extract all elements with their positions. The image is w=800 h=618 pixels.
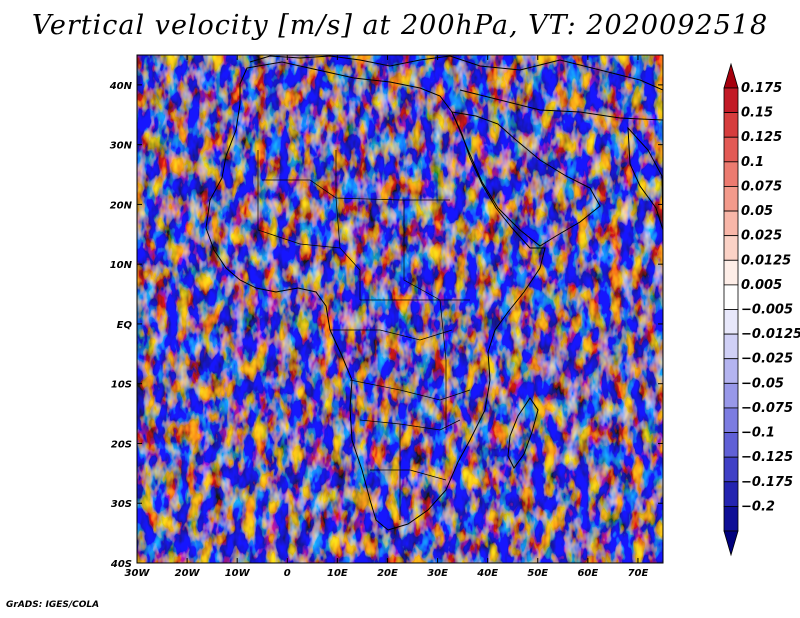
colorbar-box xyxy=(723,456,739,483)
colorbar-box xyxy=(723,432,739,458)
colorbar-box xyxy=(723,136,739,163)
colorbar-label: 0.0125 xyxy=(741,253,791,268)
colorbar-label: 0.1 xyxy=(741,155,764,170)
y-axis: 40N 30N 20N 10N EQ 10S 20S 30S 40S xyxy=(109,81,663,570)
colorbar-box xyxy=(723,186,739,212)
y-tick-label: 20S xyxy=(111,439,132,450)
x-tick-label: 30W xyxy=(125,568,151,579)
colorbar-label: 0.005 xyxy=(741,278,782,293)
x-tick-label: 30E xyxy=(427,568,448,579)
plot-frame xyxy=(136,54,664,564)
x-axis: 30W 20W 10W 0 10E 20E 30E 40E 50E 60E 70E xyxy=(125,55,649,579)
colorbar-label: −0.0125 xyxy=(741,327,800,342)
colorbar-label: −0.075 xyxy=(741,401,793,416)
x-tick-label: 50E xyxy=(527,568,548,579)
x-tick-label: 0 xyxy=(284,568,291,579)
colorbar-label: 0.05 xyxy=(741,204,773,219)
colorbar-label: 0.15 xyxy=(741,106,773,121)
colorbar-box xyxy=(723,87,739,114)
colorbar-box xyxy=(723,481,739,507)
arabia-coastline xyxy=(451,111,601,247)
coastlines xyxy=(205,55,663,531)
india-coastline xyxy=(627,126,663,231)
country-borders xyxy=(257,150,471,520)
credit-text: GrADS: IGES/COLA xyxy=(6,600,100,610)
colorbar-label: −0.175 xyxy=(741,475,793,490)
colorbar-box xyxy=(723,112,739,138)
y-tick-label: 30N xyxy=(110,141,133,152)
europe-coastline xyxy=(249,55,663,91)
colorbar-label: −0.125 xyxy=(741,450,793,465)
madagascar-coastline xyxy=(507,397,539,469)
colorbar-label: 0.175 xyxy=(741,81,782,96)
colorbar-label: 0.075 xyxy=(741,179,782,194)
colorbar-box xyxy=(723,210,739,237)
colorbar-box xyxy=(723,333,739,360)
colorbar-box xyxy=(723,407,739,433)
colorbar-box xyxy=(723,505,739,532)
y-tick-label: 40S xyxy=(110,559,132,570)
colorbar-label: −0.05 xyxy=(741,376,784,391)
colorbar-top-arrow xyxy=(723,62,739,89)
colorbar-label: 0.025 xyxy=(741,229,782,244)
x-tick-label: 10E xyxy=(327,568,348,579)
colorbar-bottom-arrow xyxy=(723,530,739,557)
colorbar: 0.175 0.15 0.125 0.1 0.075 0.05 0.025 0.0125 0.0… xyxy=(723,62,800,557)
x-tick-label: 10W xyxy=(225,568,251,579)
y-tick-label: 40N xyxy=(109,81,133,92)
colorbar-label: −0.025 xyxy=(741,352,793,367)
colorbar-label: −0.2 xyxy=(741,499,775,514)
colorbar-label: −0.005 xyxy=(741,303,793,318)
y-tick-label: 20N xyxy=(110,200,133,211)
colorbar-box xyxy=(723,284,739,310)
x-tick-label: 20E xyxy=(377,568,398,579)
colorbar-box xyxy=(723,382,739,409)
colorbar-box xyxy=(723,309,739,335)
colorbar-box xyxy=(723,358,739,384)
x-tick-label: 60E xyxy=(577,568,598,579)
colorbar-box xyxy=(723,259,739,286)
map-title: Vertical velocity [m/s] at 200hPa, VT: 2… xyxy=(31,10,769,41)
colorbar-label: 0.125 xyxy=(741,130,782,145)
colorbar-label: −0.1 xyxy=(741,426,775,441)
x-tick-label: 20W xyxy=(175,568,201,579)
asia-coastline xyxy=(459,89,663,121)
x-tick-label: 40E xyxy=(476,568,498,579)
colorbar-box xyxy=(723,235,739,261)
y-tick-label: EQ xyxy=(117,320,133,331)
y-tick-label: 10N xyxy=(110,260,133,271)
y-tick-label: 10S xyxy=(111,380,132,391)
x-tick-label: 70E xyxy=(628,568,649,579)
colorbar-box xyxy=(723,161,739,187)
shaded-field xyxy=(137,55,663,563)
y-tick-label: 30S xyxy=(111,499,132,510)
